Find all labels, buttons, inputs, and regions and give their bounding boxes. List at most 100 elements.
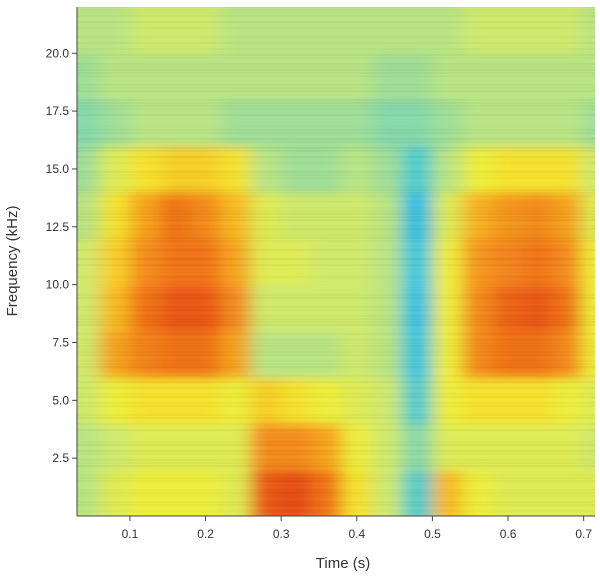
heatmap-cell [462, 423, 494, 471]
heatmap-cell [220, 192, 252, 240]
heatmap-cell [492, 330, 525, 379]
heatmap-cell [402, 238, 434, 286]
heatmap-cell [402, 7, 434, 55]
heatmap-cell [492, 469, 525, 516]
heatmap-cell [581, 99, 595, 147]
heatmap-cell [341, 377, 373, 425]
heatmap-cell [341, 99, 373, 147]
heatmap-cell [553, 330, 583, 379]
heatmap-cell [402, 284, 434, 332]
heatmap-cell [581, 145, 595, 194]
heatmap-cell [432, 377, 464, 425]
heatmap-cell [581, 7, 595, 55]
heatmap-cell [99, 7, 131, 55]
heatmap-cell [371, 238, 404, 286]
heatmap-cell [341, 7, 373, 55]
heatmap-cell [311, 284, 343, 332]
heatmap-cell [311, 99, 343, 147]
heatmap-cell [492, 7, 525, 55]
heatmap-cell [281, 469, 313, 516]
heatmap-cell [220, 238, 252, 286]
heatmap-cell [371, 377, 404, 425]
x-axis-ticks: 0.1 0.2 0.3 0.4 0.5 0.6 0.7 [122, 516, 592, 541]
heatmap-cell [371, 145, 404, 194]
heatmap-cell [220, 284, 252, 332]
heatmap-cell [190, 99, 222, 147]
heatmap-cell [371, 99, 404, 147]
heatmap-cell [99, 238, 131, 286]
heatmap-cell [432, 192, 464, 240]
heatmap-cell [341, 192, 373, 240]
heatmap-cell [432, 423, 464, 471]
heatmap-cell [402, 145, 434, 194]
heatmap-cell [553, 377, 583, 425]
heatmap-cell [190, 284, 222, 332]
heatmap-cell [311, 330, 343, 379]
y-tick-label: 20.0 [46, 46, 70, 60]
heatmap-cell [432, 330, 464, 379]
heatmap-cell [553, 423, 583, 471]
heatmap-cell [160, 192, 192, 240]
heatmap-cell [462, 469, 494, 516]
heatmap-cell [553, 192, 583, 240]
heatmap-cell [281, 284, 313, 332]
y-axis-ticks: 2.5 5.0 7.5 10.0 12.5 15.0 17.5 20.0 [46, 46, 77, 465]
y-tick-label: 15.0 [46, 162, 70, 176]
heatmap-cell [371, 53, 404, 101]
heatmap-cell [311, 377, 343, 425]
heatmap-cell [77, 145, 101, 194]
heatmap-cell [281, 7, 313, 55]
heatmap-cell [220, 377, 252, 425]
heatmap-cell [281, 99, 313, 147]
heatmap-cell [281, 192, 313, 240]
heatmap-cell [99, 330, 131, 379]
heatmap-cell [341, 284, 373, 332]
heatmap-cell [129, 423, 162, 471]
heatmap-cell [281, 330, 313, 379]
heatmap-cell [492, 99, 525, 147]
heatmap-cell [99, 423, 131, 471]
heatmap-cell [432, 53, 464, 101]
heatmap-cell [492, 423, 525, 471]
heatmap-cell [581, 377, 595, 425]
heatmap-cell [129, 238, 162, 286]
heatmap-cell [220, 53, 252, 101]
heatmap-cell [432, 469, 464, 516]
heatmap-cell [581, 192, 595, 240]
heatmap-cell [462, 192, 494, 240]
heatmap-cell [311, 53, 343, 101]
heatmap-cell [371, 469, 404, 516]
x-tick-label: 0.4 [348, 527, 365, 541]
heatmap-cell [553, 238, 583, 286]
heatmap-cell [492, 145, 525, 194]
heatmap-cell [250, 423, 283, 471]
heatmap-cell [160, 330, 192, 379]
heatmap-cell [77, 377, 101, 425]
heatmap-cell [160, 53, 192, 101]
heatmap-cell [402, 53, 434, 101]
heatmap-cell [462, 145, 494, 194]
heatmap-cell [492, 238, 525, 286]
heatmap-cell [99, 377, 131, 425]
x-tick-label: 0.6 [500, 527, 517, 541]
heatmap-cell [523, 145, 555, 194]
heatmap-cell [402, 423, 434, 471]
y-tick-label: 12.5 [46, 220, 70, 234]
heatmap-cell [250, 145, 283, 194]
heatmap-cell [160, 7, 192, 55]
y-tick-label: 7.5 [52, 335, 69, 349]
heatmap-cell [99, 192, 131, 240]
heatmap-cell [129, 145, 162, 194]
heatmap-cell [432, 284, 464, 332]
heatmap-cell [129, 284, 162, 332]
heatmap-cell [129, 7, 162, 55]
spectral-striations [77, 7, 595, 515]
heatmap-cell [432, 238, 464, 286]
heatmap-cell [160, 423, 192, 471]
heatmap-cell [190, 7, 222, 55]
heatmap-cell [371, 284, 404, 332]
x-tick-label: 0.5 [424, 527, 441, 541]
heatmap-cell [523, 99, 555, 147]
heatmap-cell [220, 423, 252, 471]
heatmap-cell [160, 377, 192, 425]
